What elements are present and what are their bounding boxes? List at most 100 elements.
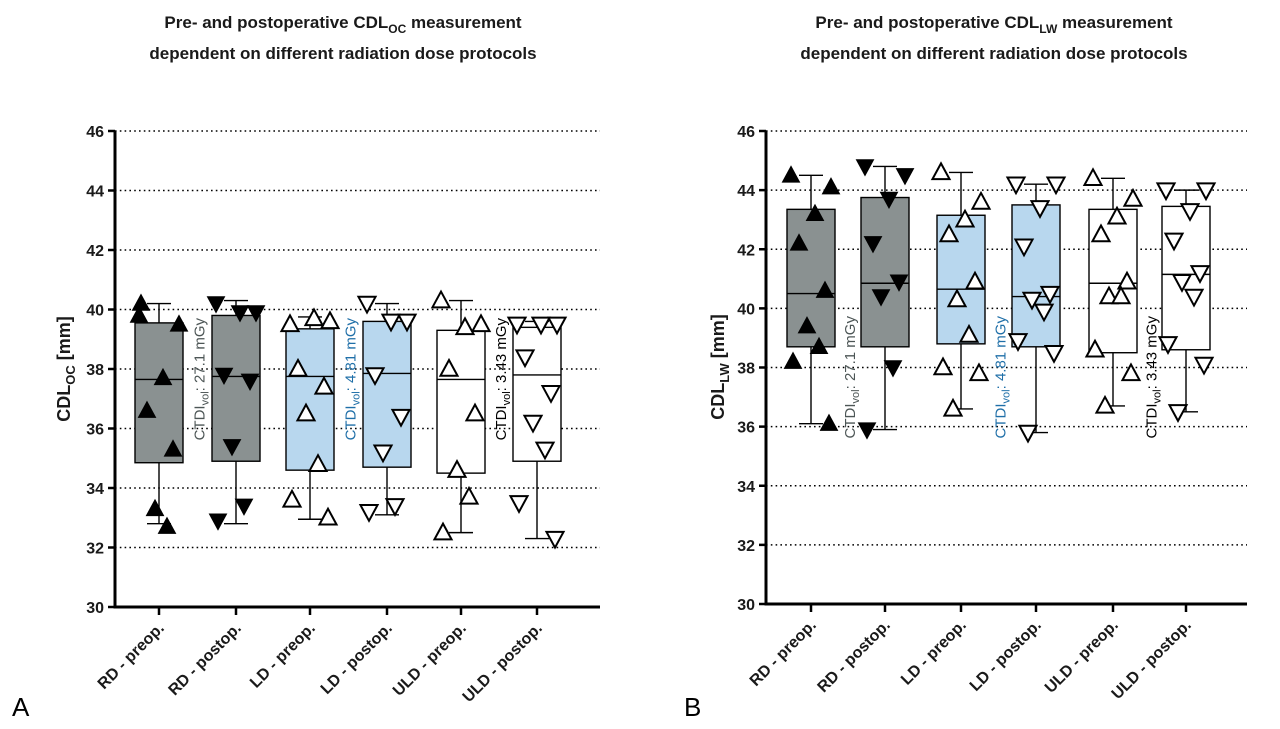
data-point — [1005, 176, 1027, 196]
data-point — [131, 293, 151, 311]
data-point — [895, 168, 915, 186]
data-point — [540, 385, 562, 404]
data-point — [534, 441, 556, 461]
data-point — [1098, 285, 1120, 305]
data-point — [145, 498, 165, 517]
y-tick-label: 34 — [737, 479, 755, 496]
ylabel-main: CDL — [54, 385, 74, 422]
data-point — [1007, 333, 1029, 352]
annotation-subscript: vol — [501, 391, 513, 405]
data-point — [809, 336, 829, 355]
data-point — [372, 444, 394, 464]
data-point — [446, 459, 468, 478]
dose-annotation: CTDIvol: 27.1 mGy — [842, 316, 862, 439]
data-point — [968, 362, 990, 382]
data-point — [821, 177, 841, 195]
ylabel-unit: [mm] — [54, 316, 74, 365]
x-tick-label: RD - postop. — [166, 620, 245, 699]
y-tick-label: 36 — [737, 420, 755, 437]
data-point — [964, 270, 986, 290]
data-point — [1171, 274, 1193, 293]
data-point — [1029, 200, 1051, 219]
panel-label: A — [12, 692, 30, 722]
data-point — [438, 357, 460, 377]
chart-title-line1: Pre- and postoperative CDLLW measurement — [815, 13, 1172, 36]
data-point — [1094, 394, 1116, 414]
x-tick-label: LD - postop. — [318, 620, 396, 698]
box-group-1 — [206, 296, 266, 531]
dose-annotation: CTDIvol: 4.81 mGy — [993, 316, 1013, 439]
annotation-suffix: : 3.43 mGy — [1144, 316, 1161, 390]
ylabel-main: CDL — [708, 383, 728, 420]
y-tick-label: 34 — [86, 481, 104, 498]
x-tick-label: ULD - preop. — [1042, 617, 1122, 697]
y-tick-label: 30 — [737, 597, 755, 614]
box — [860, 196, 910, 348]
data-point — [281, 488, 303, 508]
data-point — [797, 316, 817, 334]
x-tick-label: RD - postop. — [815, 617, 894, 696]
box — [1011, 204, 1061, 348]
x-tick-label: LD - postop. — [967, 617, 1045, 695]
dose-annotation: CTDIvol: 3.43 mGy — [493, 317, 513, 440]
box-group-0 — [781, 165, 841, 431]
data-point — [514, 349, 536, 369]
data-point — [458, 485, 480, 505]
box-group-3 — [356, 295, 418, 523]
annotation-subscript: vol — [1152, 389, 1164, 403]
data-point — [522, 414, 544, 434]
panel-a: Pre- and postoperative CDLOC measurement… — [12, 13, 600, 722]
y-tick-label: 42 — [86, 243, 104, 260]
data-point — [432, 521, 454, 541]
data-point — [1021, 291, 1043, 311]
box-group-2 — [930, 161, 992, 417]
data-point — [783, 351, 803, 369]
data-point — [1013, 238, 1035, 258]
data-point — [1045, 176, 1067, 196]
chart-title-line1: Pre- and postoperative CDLOC measurement — [164, 13, 521, 36]
data-point — [871, 289, 891, 307]
dose-annotation: CTDIvol: 3.43 mGy — [1144, 316, 1164, 439]
data-point — [1090, 223, 1112, 243]
y-tick-label: 44 — [86, 184, 104, 201]
y-axis-label: CDLLW [mm] — [708, 314, 732, 420]
data-point — [1110, 285, 1132, 305]
annotation-subscript: vol — [200, 391, 212, 405]
box-group-4 — [1082, 167, 1144, 414]
x-tick-label: LD - preop. — [247, 620, 319, 692]
data-point — [1193, 356, 1215, 376]
y-tick-label: 38 — [86, 362, 104, 379]
data-point — [815, 280, 835, 298]
data-point — [1120, 362, 1142, 382]
data-point — [129, 305, 149, 323]
y-tick-label: 32 — [86, 541, 104, 558]
data-point — [942, 397, 964, 417]
box-group-2 — [279, 307, 341, 526]
annotation-suffix: : 27.1 mGy — [842, 316, 859, 390]
data-point — [789, 233, 809, 251]
data-point — [506, 316, 528, 336]
x-tick-label: RD - preop. — [747, 617, 820, 690]
x-tick-label: ULD - preop. — [390, 620, 470, 700]
data-point — [889, 274, 909, 292]
x-tick-label: ULD - postop. — [1109, 617, 1195, 703]
annotation-prefix: CTDI — [842, 403, 859, 438]
dose-annotation: CTDIvol: 4.81 mGy — [343, 317, 363, 440]
data-point — [1189, 265, 1211, 284]
y-tick-label: 42 — [737, 242, 755, 259]
annotation-prefix: CTDI — [343, 405, 360, 440]
data-point — [1043, 344, 1065, 364]
data-point — [946, 288, 968, 308]
panel-b: Pre- and postoperative CDLLW measurement… — [684, 13, 1247, 722]
data-point — [214, 367, 234, 385]
data-point — [470, 313, 492, 333]
panel-label: B — [684, 692, 701, 722]
annotation-suffix: : 27.1 mGy — [192, 317, 209, 391]
y-tick-label: 36 — [86, 422, 104, 439]
data-point — [958, 323, 980, 343]
annotation-prefix: CTDI — [993, 403, 1010, 438]
title-subscript: LW — [1039, 22, 1058, 36]
box — [285, 328, 335, 471]
